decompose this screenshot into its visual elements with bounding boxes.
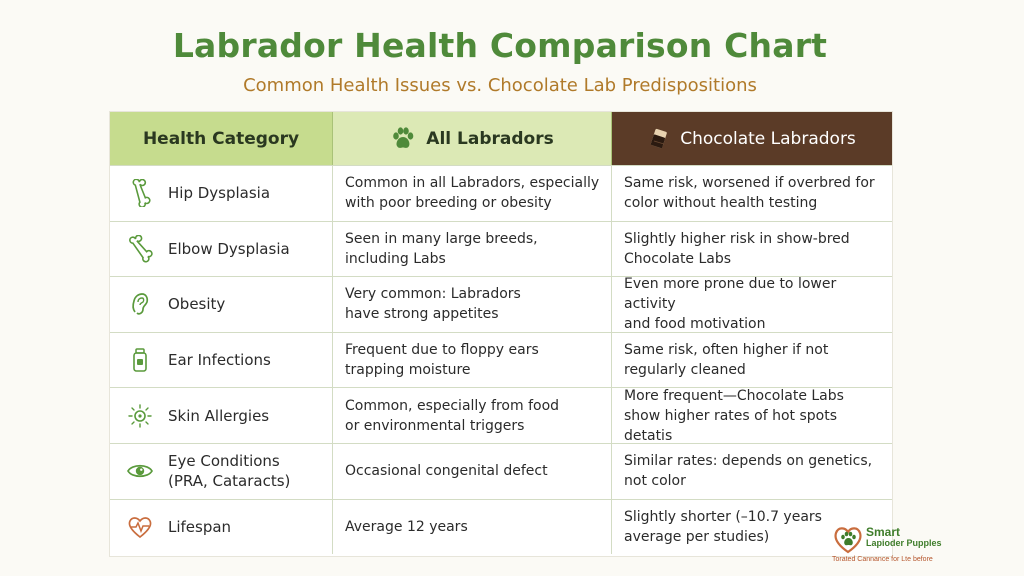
bone-icon: [126, 179, 154, 208]
logo-tagline: Torated Cannance for Lte before: [832, 556, 933, 563]
all-labs-cell: Frequent due to floppy ears trapping mois…: [333, 332, 612, 388]
category-cell: Hip Dysplasia: [110, 166, 333, 221]
category-cell: Skin Allergies: [110, 388, 333, 443]
text-line: Even more prone due to lower activity: [624, 276, 837, 313]
category-label: Hip Dysplasia: [168, 184, 271, 203]
chocolate-labs-cell: Same risk, often higher if not regularly …: [612, 333, 892, 388]
table-row: Skin Allergies Common, especially from f…: [110, 387, 892, 444]
header-chocolate-label: Chocolate Labradors: [680, 128, 856, 149]
chocolate-labs-cell: Similar rates: depends on genetics, not c…: [612, 444, 892, 499]
table-header: Health Category All Labradors: [110, 112, 892, 165]
text-line: Same risk, often higher if not: [624, 342, 829, 359]
chocolate-labs-cell: More frequent—Chocolate Labs show higher …: [612, 387, 892, 444]
page-subtitle: Common Health Issues vs. Chocolate Lab P…: [243, 75, 757, 96]
text-line: show higher rates of hot spots detatis: [624, 407, 838, 444]
chocolate-labs-cell: Slightly higher risk in show-bred Chocola…: [612, 222, 892, 277]
category-cell: Obesity: [110, 277, 333, 332]
header-all-label: All Labradors: [426, 128, 554, 149]
text-line: Similar rates: depends on genetics,: [624, 453, 873, 470]
page-title: Labrador Health Comparison Chart: [172, 26, 828, 65]
text-line: Average 12 years: [345, 518, 468, 535]
text-line: Same risk, worsened if overbred for: [624, 175, 875, 192]
all-labs-cell: Common, especially from food or environme…: [333, 388, 612, 443]
logo-name: Smart Lapioder Pupples: [866, 525, 956, 548]
category-label: Eye Conditions (PRA, Cataracts): [168, 451, 290, 491]
category-label: Elbow Dysplasia: [168, 239, 290, 258]
text-line: Frequent due to floppy ears: [345, 342, 539, 359]
text-line: Very common: Labradors: [345, 286, 521, 303]
table-row: Obesity Very common: Labradors have stron…: [110, 276, 892, 332]
text-line: Slightly shorter (–10.7 years: [624, 508, 822, 525]
paw-icon: [390, 126, 416, 152]
header-chocolate-labradors: Chocolate Labradors: [612, 112, 892, 165]
logo-name-line: Lapioder Pupples: [866, 538, 942, 548]
text-line: and food motivation: [624, 316, 766, 333]
category-label: Obesity: [168, 295, 226, 314]
text-line: including Labs: [345, 250, 446, 267]
text-line: not color: [624, 473, 686, 490]
ear-icon: [126, 290, 154, 318]
comparison-table: Health Category All Labradors: [110, 112, 892, 556]
text-line: regularly cleaned: [624, 362, 746, 379]
all-labs-cell: Occasional congenital defect: [333, 443, 612, 499]
category-label: Lifespan: [168, 517, 232, 536]
text-line: color without health testing: [624, 195, 818, 212]
text-line: or environmental triggers: [345, 417, 525, 434]
text-line: Chocolate Labs: [624, 250, 732, 267]
category-label-line: Eye Conditions: [168, 452, 280, 471]
all-labs-cell: Seen in many large breeds, including Labs: [333, 221, 612, 277]
all-labs-cell: Common in all Labradors, especially with …: [333, 166, 612, 221]
brand-logo: Smart Lapioder Pupples Torated Cannance …: [832, 524, 952, 568]
text-line: have strong appetites: [345, 306, 499, 323]
eye-icon: [126, 457, 154, 485]
chocolate-labs-cell: Even more prone due to lower activity and…: [612, 276, 892, 333]
heart-paw-logo-icon: [832, 524, 864, 558]
header-all-labradors: All Labradors: [333, 112, 612, 165]
all-labs-cell: Average 12 years: [333, 499, 612, 555]
table-row: Eye Conditions (PRA, Cataracts) Occasion…: [110, 442, 892, 499]
text-line: trapping moisture: [345, 362, 471, 379]
table-row: Ear Infections Frequent due to floppy ea…: [110, 331, 892, 388]
text-line: Slightly higher risk in show-bred: [624, 230, 850, 247]
table-row: Hip Dysplasia Common in all Labradors, e…: [110, 165, 892, 221]
text-line: average per studies): [624, 528, 770, 545]
category-cell: Eye Conditions (PRA, Cataracts): [110, 443, 333, 499]
medicine-bottle-icon: [126, 346, 154, 374]
category-label: Ear Infections: [168, 351, 271, 370]
category-cell: Ear Infections: [110, 332, 333, 388]
table-body: Hip Dysplasia Common in all Labradors, e…: [110, 165, 892, 555]
table-row: Elbow Dysplasia Seen in many large breed…: [110, 220, 892, 277]
text-line: Occasional congenital defect: [345, 463, 548, 480]
text-line: Common, especially from food: [345, 397, 560, 414]
text-line: Common in all Labradors, especially: [345, 175, 600, 192]
category-label: Skin Allergies: [168, 406, 270, 425]
header-category-label: Health Category: [142, 128, 300, 149]
bone-icon: [126, 234, 154, 263]
heart-pulse-icon: [126, 513, 154, 541]
text-line: More frequent—Chocolate Labs: [624, 387, 844, 404]
category-cell: Lifespan: [110, 499, 333, 555]
text-line: with poor breeding or obesity: [345, 195, 552, 212]
text-line: Seen in many large breeds,: [345, 230, 538, 247]
category-label-line: (PRA, Cataracts): [168, 472, 291, 491]
category-cell: Elbow Dysplasia: [110, 221, 333, 277]
chocolate-labs-cell: Same risk, worsened if overbred for color…: [612, 166, 892, 221]
header-health-category: Health Category: [110, 112, 333, 165]
logo-name-line: Smart: [866, 525, 901, 539]
chocolate-bar-icon: [648, 127, 670, 151]
chocolate-labs-cell: Slightly shorter (–10.7 years average per…: [612, 500, 892, 555]
all-labs-cell: Very common: Labradors have strong appeti…: [333, 277, 612, 332]
table-row: Lifespan Average 12 years Slightly short…: [110, 498, 892, 555]
skin-cell-icon: [126, 402, 154, 430]
